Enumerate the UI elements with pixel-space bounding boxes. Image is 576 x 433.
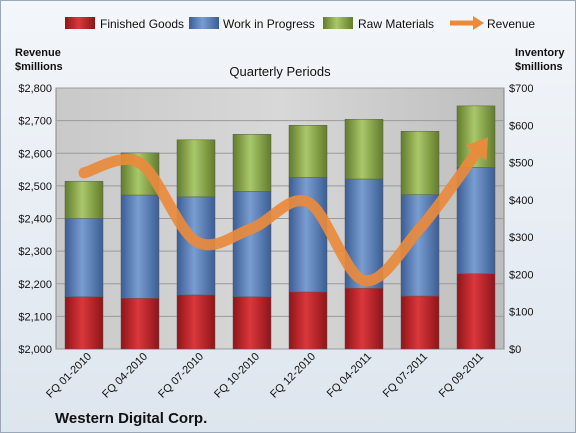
chart-subtitle: Quarterly Periods <box>229 64 331 79</box>
bar-work-in-progress <box>232 191 272 298</box>
bar-raw-materials <box>344 119 384 180</box>
legend-swatch-finished-goods <box>65 17 95 29</box>
bar-work-in-progress <box>288 177 328 293</box>
right-tick-label: $100 <box>509 307 533 319</box>
bar-raw-materials <box>176 139 216 198</box>
right-tick-label: $400 <box>509 195 533 207</box>
right-tick-label: $600 <box>509 120 533 132</box>
bar-finished-goods <box>288 291 328 350</box>
right-axis-label-line1: Inventory <box>515 47 565 59</box>
bar-finished-goods <box>232 296 272 350</box>
bars <box>64 105 496 350</box>
left-axis-label-line1: Revenue <box>15 47 61 59</box>
legend-label-work-in-progress: Work in Progress <box>223 17 315 31</box>
left-tick-label: $2,100 <box>18 311 52 323</box>
right-axis: $0 $100 $200 $300 $400 $500 $600 $700 <box>509 83 533 356</box>
left-axis: $2,000 $2,100 $2,200 $2,300 $2,400 $2,500 $2,6… <box>18 83 52 356</box>
left-tick-label: $2,500 <box>18 181 52 193</box>
left-tick-label: $2,700 <box>18 116 52 128</box>
bar-raw-materials <box>288 125 328 178</box>
bar-finished-goods <box>64 296 104 350</box>
left-tick-label: $2,800 <box>18 83 52 95</box>
bar-finished-goods <box>120 298 160 350</box>
revenue-line <box>78 137 488 287</box>
left-axis-label-line2: $millions <box>15 61 63 73</box>
bar-finished-goods <box>176 294 216 350</box>
legend-label-revenue: Revenue <box>487 17 535 31</box>
right-tick-label: $700 <box>509 83 533 95</box>
legend-swatch-work-in-progress <box>189 17 219 29</box>
right-tick-label: $300 <box>509 232 533 244</box>
bar-finished-goods <box>344 287 384 350</box>
revenue-line-arrowhead <box>465 137 488 162</box>
bar-raw-materials <box>64 180 104 219</box>
legend-label-raw-materials: Raw Materials <box>358 17 434 31</box>
right-axis-label-line2: $millions <box>515 61 563 73</box>
bar-finished-goods <box>456 273 496 350</box>
left-tick-label: $2,400 <box>18 214 52 226</box>
bar-finished-goods <box>400 295 440 350</box>
left-tick-label: $2,600 <box>18 148 52 160</box>
left-tick-label: $2,300 <box>18 246 52 258</box>
bar-work-in-progress <box>120 194 160 299</box>
right-tick-label: $500 <box>509 158 533 170</box>
legend: Finished Goods Work in Progress Raw Mate… <box>65 16 535 31</box>
company-name: Western Digital Corp. <box>55 410 207 427</box>
left-tick-label: $2,200 <box>18 279 52 291</box>
right-tick-label: $0 <box>509 344 521 356</box>
revenue-line-path <box>78 147 482 287</box>
bar-raw-materials <box>232 133 272 192</box>
legend-swatch-raw-materials <box>323 17 353 29</box>
legend-label-finished-goods: Finished Goods <box>100 17 184 31</box>
bar-work-in-progress <box>456 167 496 274</box>
bar-work-in-progress <box>64 218 104 298</box>
left-tick-label: $2,000 <box>18 344 52 356</box>
bar-raw-materials <box>400 131 440 195</box>
legend-swatch-revenue <box>450 16 484 30</box>
right-tick-label: $200 <box>509 269 533 281</box>
